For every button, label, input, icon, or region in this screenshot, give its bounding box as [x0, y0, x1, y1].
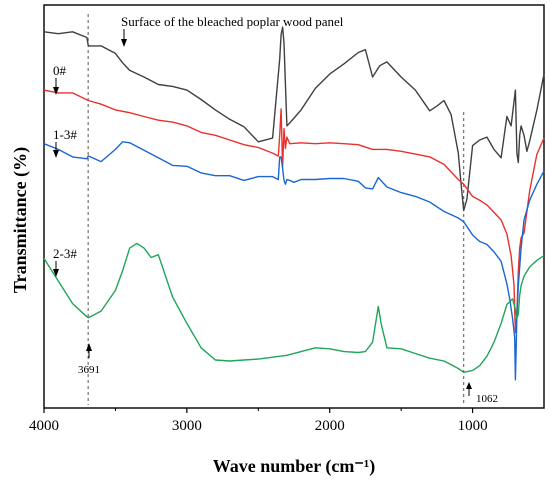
arrow-1062-head: [466, 382, 472, 389]
arrow-23-head: [53, 269, 59, 277]
arrow-0-head: [53, 87, 59, 95]
annotation-3691: 3691: [78, 364, 100, 376]
plot-frame: [43, 4, 545, 409]
x-tick-label: 4000: [29, 418, 59, 434]
series-layer: [43, 26, 545, 381]
series-line-4: [43, 242, 545, 373]
x-axis-ticks: 4000 3000 2000 1000: [29, 408, 488, 434]
annotation-0: 0#: [53, 63, 67, 78]
series-line-3: [43, 141, 545, 381]
arrow-13-head: [53, 150, 59, 158]
x-axis-title: Wave number (cm⁻¹): [213, 456, 376, 477]
arrow-3691-head: [86, 343, 92, 351]
x-tick-label: 3000: [172, 418, 202, 434]
y-axis-title: Transmittance (%): [10, 147, 31, 293]
x-tick-label: 1000: [458, 418, 488, 434]
arrow-top-head: [121, 39, 127, 47]
x-tick-label: 2000: [315, 418, 345, 434]
annotation-2-3: 2-3#: [53, 246, 77, 261]
series-line-2: [43, 89, 545, 334]
annotation-1062: 1062: [476, 393, 498, 405]
annotation-1-3: 1-3#: [53, 127, 77, 142]
series-line-1: [43, 26, 545, 212]
annotation-top-label: Surface of the bleached poplar wood pane…: [121, 14, 344, 29]
